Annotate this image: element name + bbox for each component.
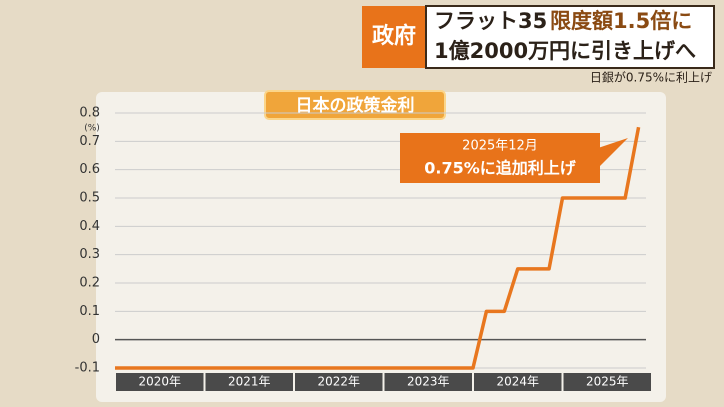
- y-axis-label: (%): [84, 124, 100, 134]
- x-band: [563, 373, 651, 391]
- x-tick-label: 2023年: [407, 375, 450, 389]
- headline: 1億2000万円に引き上げへ: [434, 39, 696, 63]
- y-tick-label: 0.2: [79, 276, 100, 291]
- x-tick-label: 2021年: [228, 375, 271, 389]
- annotation: 0.75%に追加利上げ: [424, 159, 577, 178]
- y-tick-label: 0.4: [79, 219, 100, 234]
- subtitle: 日銀が0.75%に利上げ: [590, 70, 712, 85]
- x-band: [384, 373, 472, 391]
- badge-box: [362, 6, 426, 68]
- y-tick-label: 0.8: [79, 106, 100, 121]
- headline-box: [425, 5, 715, 69]
- y-tick-label: 0.7: [79, 134, 100, 149]
- y-tick-label: 0.5: [79, 191, 100, 206]
- x-tick-label: 2022年: [317, 375, 360, 389]
- x-band: [116, 373, 204, 391]
- annotation-box: [400, 133, 600, 183]
- x-tick-label: 2025年: [586, 375, 629, 389]
- x-band: [205, 373, 293, 391]
- rate-line: [115, 126, 641, 370]
- y-tick-label: 0.6: [79, 162, 100, 177]
- chart-title: 日本の政策金利: [296, 95, 415, 116]
- chart-title-box: [264, 90, 446, 120]
- annotation: 2025年12月: [462, 139, 538, 154]
- y-tick-label: 0.1: [79, 304, 100, 319]
- x-band: [474, 373, 562, 391]
- headline: 限度額1.5倍に: [550, 9, 692, 33]
- y-tick-label: -0.1: [75, 361, 100, 376]
- annotation-pointer: [598, 138, 628, 168]
- x-tick-label: 2020年: [138, 375, 181, 389]
- headline: フラット35: [434, 9, 547, 33]
- y-tick-label: 0: [92, 332, 100, 347]
- badge: 政府: [372, 23, 416, 49]
- y-tick-label: 0.3: [79, 247, 100, 262]
- x-band: [295, 373, 383, 391]
- x-tick-label: 2024年: [496, 375, 539, 389]
